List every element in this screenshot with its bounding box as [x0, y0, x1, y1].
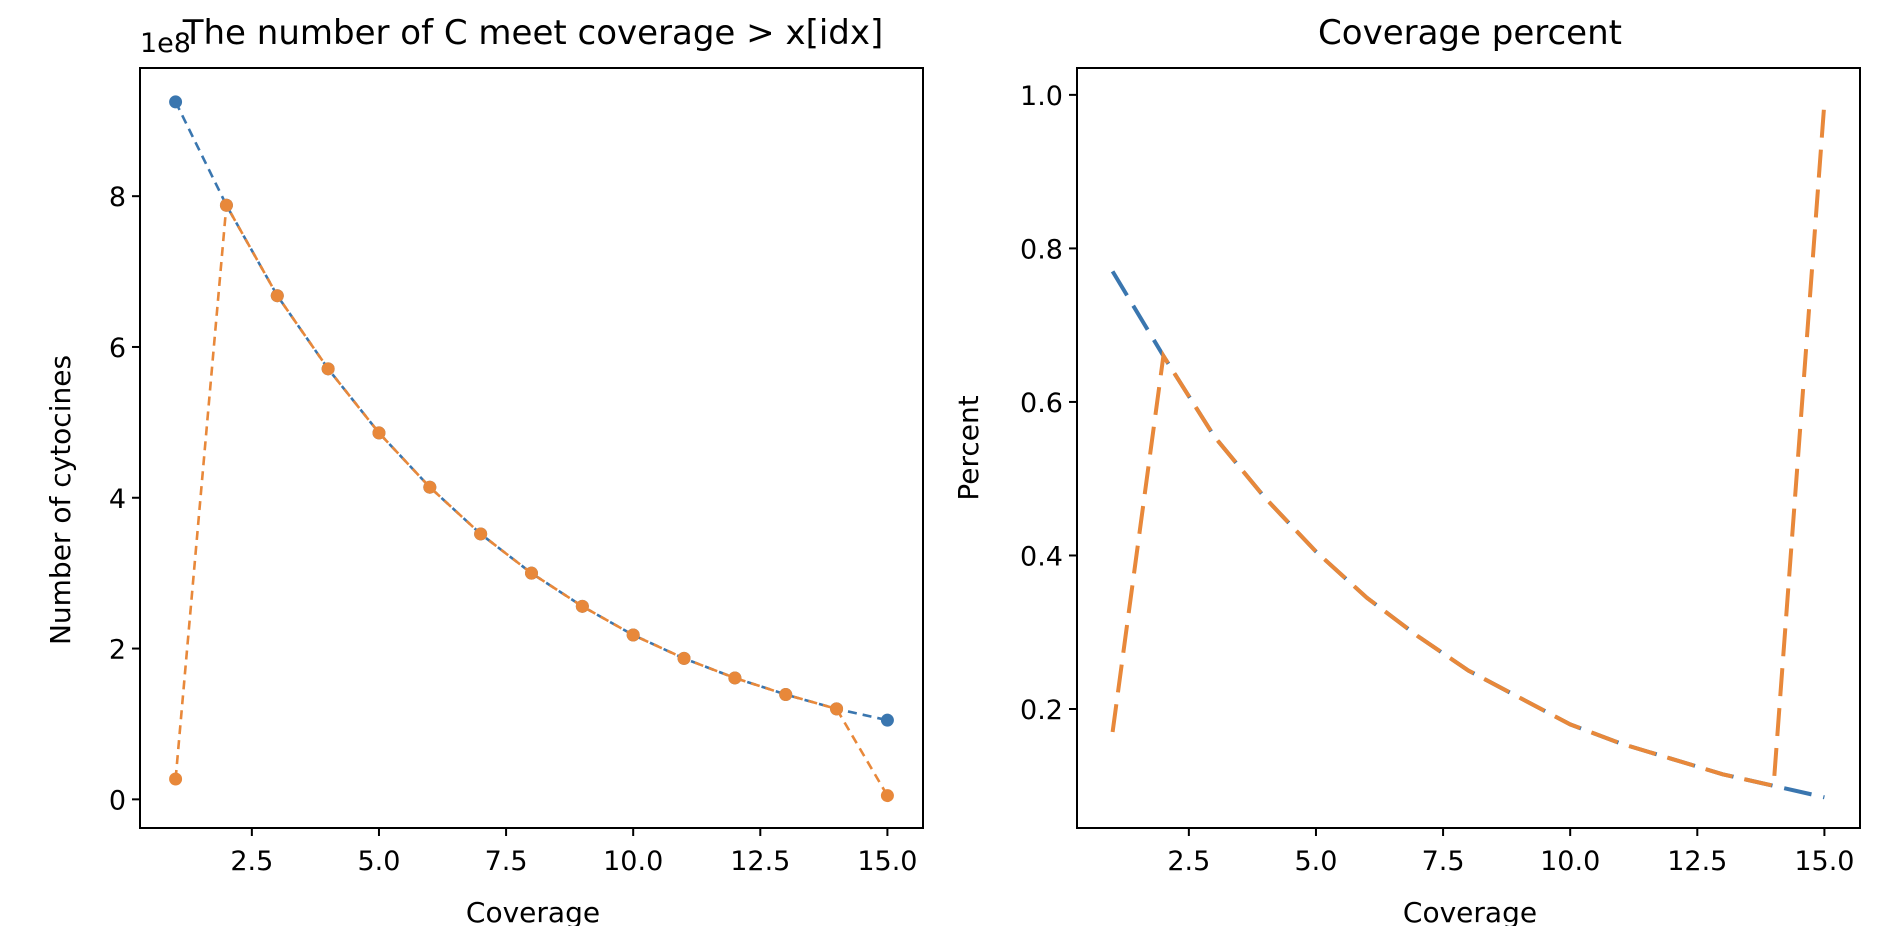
- right-y-tick-label: 0.8: [1020, 234, 1063, 265]
- left-y-tick-label: 0: [109, 785, 126, 816]
- right-series-layer: [1110, 102, 1827, 800]
- left-x-tick-label: 10.0: [603, 846, 663, 877]
- right-series-1-line: [1110, 270, 1825, 800]
- right-x-tick-label: 12.5: [1667, 846, 1727, 877]
- left-series-2-point: [372, 426, 386, 440]
- left-series-2-point: [219, 198, 233, 212]
- left-chart-title: The number of C meet coverage > x[idx]: [182, 13, 884, 53]
- left-series-2-point: [423, 480, 437, 494]
- right-axis-ticks: 2.5 5.0 7.5 10.0 12.5 15.0 0.2 0.4 0.6 0.8 1.0: [1020, 81, 1854, 877]
- left-chart-panel: The number of C meet coverage > x[idx] 1…: [44, 13, 924, 926]
- left-axis-ticks: 2.5 5.0 7.5 10.0 12.5 15.0 0 2 4 6 8: [109, 182, 918, 877]
- left-series-2-point: [169, 772, 183, 786]
- left-y-tick-label: 6: [109, 333, 126, 364]
- left-x-tick-label: 7.5: [485, 846, 528, 877]
- left-series-1-point: [169, 95, 183, 109]
- left-series-2-point: [830, 702, 844, 716]
- left-series-1-point: [880, 713, 894, 727]
- right-series-2-line: [1110, 102, 1827, 789]
- right-y-tick-label: 0.6: [1020, 388, 1063, 419]
- left-series-layer: [169, 95, 894, 803]
- right-x-tick-label: 2.5: [1167, 846, 1210, 877]
- left-series-2-point: [575, 599, 589, 613]
- right-x-tick-label: 7.5: [1422, 846, 1465, 877]
- right-y-tick-label: 0.4: [1020, 541, 1063, 572]
- left-series-2-point: [779, 688, 793, 702]
- left-y-tick-label: 4: [109, 484, 126, 515]
- right-y-tick-label: 1.0: [1020, 81, 1063, 112]
- left-y-tick-label: 8: [109, 182, 126, 213]
- left-x-tick-label: 12.5: [730, 846, 790, 877]
- right-x-tick-label: 15.0: [1794, 846, 1854, 877]
- left-x-tick-label: 5.0: [357, 846, 400, 877]
- left-series-2-point: [474, 527, 488, 541]
- left-x-tick-label: 2.5: [230, 846, 273, 877]
- right-plot-frame: [1076, 67, 1861, 829]
- right-chart-panel: Coverage percent Coverage Percent 2.5 5.0…: [952, 13, 1861, 926]
- left-plot-frame: [139, 67, 924, 829]
- left-x-axis-label: Coverage: [466, 896, 600, 926]
- left-y-tick-label: 2: [109, 635, 126, 666]
- left-y-axis-label: Number of cytocines: [44, 355, 77, 645]
- left-x-tick-label: 15.0: [857, 846, 917, 877]
- left-y-offset-text: 1e8: [140, 28, 191, 59]
- right-x-tick-label: 10.0: [1540, 846, 1600, 877]
- left-series-2-point: [880, 789, 894, 803]
- left-series-1-line: [174, 101, 888, 722]
- right-y-axis-label: Percent: [952, 395, 985, 500]
- left-series-2-point: [677, 651, 691, 665]
- left-series-2-point: [728, 671, 742, 685]
- left-series-2-point: [525, 566, 538, 580]
- left-series-2-point: [626, 628, 640, 642]
- right-x-axis-label: Coverage: [1403, 896, 1537, 926]
- right-chart-title: Coverage percent: [1318, 13, 1622, 53]
- right-y-tick-label: 0.2: [1020, 695, 1063, 726]
- left-series-2-point: [321, 362, 335, 376]
- left-series-2-point: [270, 289, 284, 303]
- right-x-tick-label: 5.0: [1294, 846, 1337, 877]
